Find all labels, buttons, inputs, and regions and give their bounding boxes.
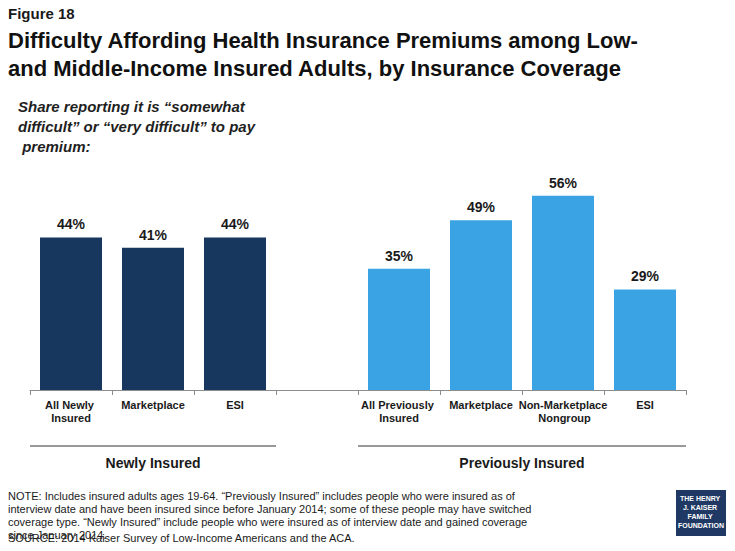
svg-text:56%: 56% — [549, 175, 578, 191]
svg-text:Non-Marketplace: Non-Marketplace — [519, 399, 608, 411]
svg-text:Figure 18: Figure 18 — [8, 5, 75, 22]
svg-text:premium:: premium: — [18, 138, 91, 155]
svg-text:SOURCE: 2014 Kaiser Survey of: SOURCE: 2014 Kaiser Survey of Low-Income… — [8, 532, 355, 544]
svg-text:Share reporting it is “somewha: Share reporting it is “somewhat — [18, 98, 249, 115]
svg-text:ESI: ESI — [636, 399, 654, 411]
svg-text:FOUNDATION: FOUNDATION — [678, 522, 724, 529]
svg-text:41%: 41% — [139, 227, 168, 243]
svg-text:ESI: ESI — [226, 399, 244, 411]
svg-text:49%: 49% — [467, 199, 496, 215]
svg-text:Previously Insured: Previously Insured — [459, 455, 584, 471]
svg-text:Marketplace: Marketplace — [449, 399, 513, 411]
svg-text:Difficulty Affording Health In: Difficulty Affording Health Insurance Pr… — [8, 28, 644, 53]
svg-text:THE HENRY: THE HENRY — [680, 495, 722, 502]
svg-text:difficult” or “very difficult”: difficult” or “very difficult” to pay — [18, 118, 256, 135]
svg-text:FAMILY: FAMILY — [688, 513, 715, 520]
svg-text:Insured: Insured — [51, 412, 91, 424]
svg-text:Nongroup: Nongroup — [535, 412, 591, 424]
svg-text:44%: 44% — [221, 216, 250, 232]
svg-text:35%: 35% — [385, 248, 414, 264]
svg-text:Marketplace: Marketplace — [121, 399, 185, 411]
svg-text:Insured: Insured — [379, 412, 419, 424]
svg-text:All Previously: All Previously — [361, 399, 437, 411]
svg-text:All Newly: All Newly — [45, 399, 97, 411]
svg-text:NOTE: Includes insured adults: NOTE: Includes insured adults ages 19-64… — [8, 490, 518, 502]
svg-text:44%: 44% — [57, 216, 86, 232]
svg-text:Newly Insured: Newly Insured — [106, 455, 201, 471]
svg-text:and Middle-Income Insured Adul: and Middle-Income Insured Adults, by Ins… — [8, 56, 621, 81]
svg-text:interview date and have been i: interview date and have been insured sin… — [8, 503, 535, 515]
svg-text:29%: 29% — [631, 268, 660, 284]
svg-text:J. KAISER: J. KAISER — [683, 504, 719, 511]
svg-text:coverage type. “Newly Insured”: coverage type. “Newly Insured” include p… — [8, 516, 530, 528]
